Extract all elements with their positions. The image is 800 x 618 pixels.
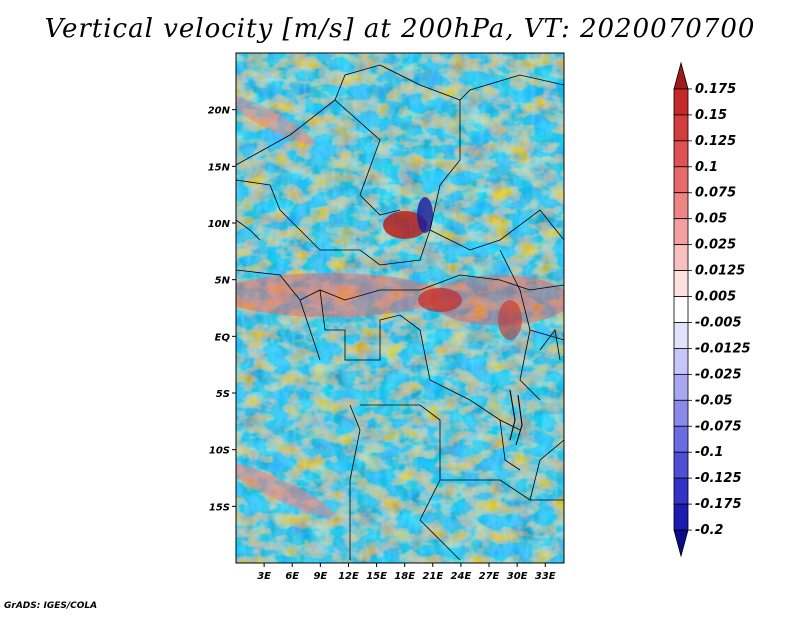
colorbar-label: -0.075 xyxy=(695,419,742,434)
colorbar-swatch xyxy=(673,244,689,271)
chart-title: Vertical velocity [m/s] at 200hPa, VT: 2… xyxy=(44,14,756,44)
colorbar-swatch xyxy=(673,166,689,194)
lat-tick-label: 15N xyxy=(208,162,231,173)
lon-tick-label: 15E xyxy=(366,571,387,582)
colorbar-swatch xyxy=(673,529,689,558)
lon-tick-label: 27E xyxy=(479,571,500,582)
lon-tick-label: 30E xyxy=(507,571,528,582)
lon-tick-label: 3E xyxy=(257,571,271,582)
colorbar-label: 0.1 xyxy=(695,160,718,175)
colorbar-label: -0.0125 xyxy=(695,341,751,356)
lat-tick-label: 20N xyxy=(208,106,231,117)
colorbar-label: -0.2 xyxy=(695,523,723,538)
colorbar-swatch xyxy=(673,88,689,116)
colorbar-label: 0.005 xyxy=(695,290,736,305)
map-frame xyxy=(235,52,565,564)
lon-tick-label: 21E xyxy=(422,571,443,582)
colorbar-swatch xyxy=(673,425,689,453)
colorbar: 0.175 0.15 0.125 0.1 0.075 0.05 0.025 0.0125 0.0… xyxy=(673,61,751,558)
colorbar-label: 0.025 xyxy=(695,238,736,253)
colorbar-label: 0.05 xyxy=(695,212,727,227)
credit-label: GrADS: IGES/COLA xyxy=(4,601,98,611)
lon-tick-label: 18E xyxy=(394,571,415,582)
country-borders xyxy=(236,64,564,561)
colorbar-label: 0.0125 xyxy=(695,264,745,279)
colorbar-swatch xyxy=(673,373,689,401)
lat-tick-label: 5N xyxy=(215,276,231,287)
lat-tick-label: 5S xyxy=(216,389,230,400)
colorbar-swatch xyxy=(673,218,689,246)
colorbar-swatch xyxy=(673,296,689,323)
colorbar-label: -0.025 xyxy=(695,367,742,382)
colorbar-label: 0.15 xyxy=(695,108,727,123)
colorbar-swatch xyxy=(673,399,689,427)
velocity-field xyxy=(236,53,564,563)
colorbar-label: -0.005 xyxy=(695,315,742,330)
colorbar-swatch xyxy=(673,270,689,297)
axis-ticks: 3E 6E 9E 12E 15E 18E 21E 24E 27E 30E 33E 20N 15N 10N 5… xyxy=(208,106,556,582)
colorbar-label: 0.125 xyxy=(695,134,736,149)
colorbar-label: -0.05 xyxy=(695,393,732,408)
colorbar-swatch xyxy=(673,114,689,142)
lon-tick-label: 24E xyxy=(451,571,472,582)
lon-tick-label: 9E xyxy=(313,571,327,582)
colorbar-swatch xyxy=(673,503,689,531)
colorbar-swatch xyxy=(673,140,689,168)
lat-tick-label: 15S xyxy=(209,502,230,513)
lon-tick-label: 33E xyxy=(535,571,556,582)
colorbar-swatch xyxy=(673,322,689,349)
colorbar-label: 0.175 xyxy=(695,82,736,97)
colorbar-label: -0.175 xyxy=(695,497,742,512)
colorbar-swatch xyxy=(673,61,689,90)
lon-tick-label: 6E xyxy=(285,571,299,582)
colorbar-label: -0.1 xyxy=(695,445,723,460)
colorbar-label: -0.125 xyxy=(695,471,742,486)
colorbar-label: 0.075 xyxy=(695,186,736,201)
lat-tick-label: 10S xyxy=(209,446,230,457)
lat-tick-label: 10N xyxy=(208,219,231,230)
colorbar-swatch xyxy=(673,451,689,479)
colorbar-swatch xyxy=(673,192,689,220)
lat-tick-label: EQ xyxy=(215,332,231,343)
colorbar-swatch xyxy=(673,477,689,505)
lon-tick-label: 12E xyxy=(338,571,359,582)
colorbar-swatch xyxy=(673,348,689,375)
